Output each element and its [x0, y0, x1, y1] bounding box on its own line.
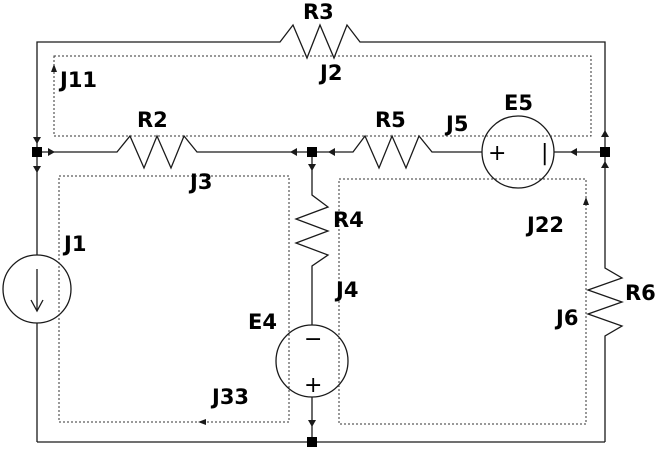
nodes [32, 147, 610, 447]
label-r5: R5 [375, 108, 406, 132]
labels: R3 J2 J11 R2 R5 J5 E5 J3 R4 J22 J1 J4 R6… [58, 0, 656, 409]
wire-arrows [33, 130, 609, 427]
arrow-r6-top [601, 130, 609, 137]
arrow-r4 [308, 164, 316, 171]
loop-j33 [58, 175, 290, 423]
arrow-r5-node [290, 148, 297, 156]
arrow-r2-left [48, 148, 55, 156]
loop-j22-arrow [583, 197, 589, 205]
e4-minus-symbol: − [304, 327, 322, 352]
label-j4: J4 [334, 278, 358, 302]
loop-j22 [338, 178, 587, 425]
e5-bar-symbol: | [541, 141, 548, 166]
label-j2: J2 [318, 61, 342, 85]
label-j6: J6 [554, 306, 578, 330]
node-middle [307, 147, 317, 157]
node-right [600, 147, 610, 157]
label-j33: J33 [210, 385, 249, 409]
e5-plus-symbol: + [488, 141, 506, 166]
label-j11: J11 [58, 68, 97, 92]
loop-j11-arrow [51, 64, 57, 72]
loop-j11 [53, 55, 592, 137]
arrow-e4-bottom [308, 420, 316, 427]
label-j1: J1 [62, 232, 86, 256]
label-j5: J5 [444, 112, 468, 136]
arrow-left-mid [33, 166, 41, 173]
arrow-left-top [33, 137, 41, 144]
label-r2: R2 [137, 108, 168, 132]
label-r3: R3 [303, 0, 334, 24]
arrow-r6-bottom [601, 161, 609, 168]
voltage-source-e4 [275, 324, 349, 398]
label-e4: E4 [248, 310, 277, 334]
wire-r2 [37, 134, 312, 170]
wire-r5-e5 [312, 134, 482, 170]
label-e5: E5 [504, 91, 533, 115]
node-bottom [307, 437, 317, 447]
loop-j33-arrow [198, 419, 206, 425]
label-j3: J3 [188, 170, 212, 194]
current-source-j1 [2, 254, 72, 324]
wire-r4-e4 [294, 152, 330, 325]
wire-top-r3 [36, 23, 606, 152]
label-r4: R4 [333, 208, 364, 232]
node-left [32, 147, 42, 157]
arrow-r5 [328, 148, 335, 156]
voltage-source-e5 [481, 115, 555, 189]
loop-currents [51, 55, 592, 425]
arrow-e5-right [570, 148, 577, 156]
label-r6: R6 [625, 281, 656, 305]
e4-plus-symbol: + [304, 373, 322, 398]
wire-r6 [586, 152, 624, 442]
label-j22: J22 [525, 213, 564, 237]
